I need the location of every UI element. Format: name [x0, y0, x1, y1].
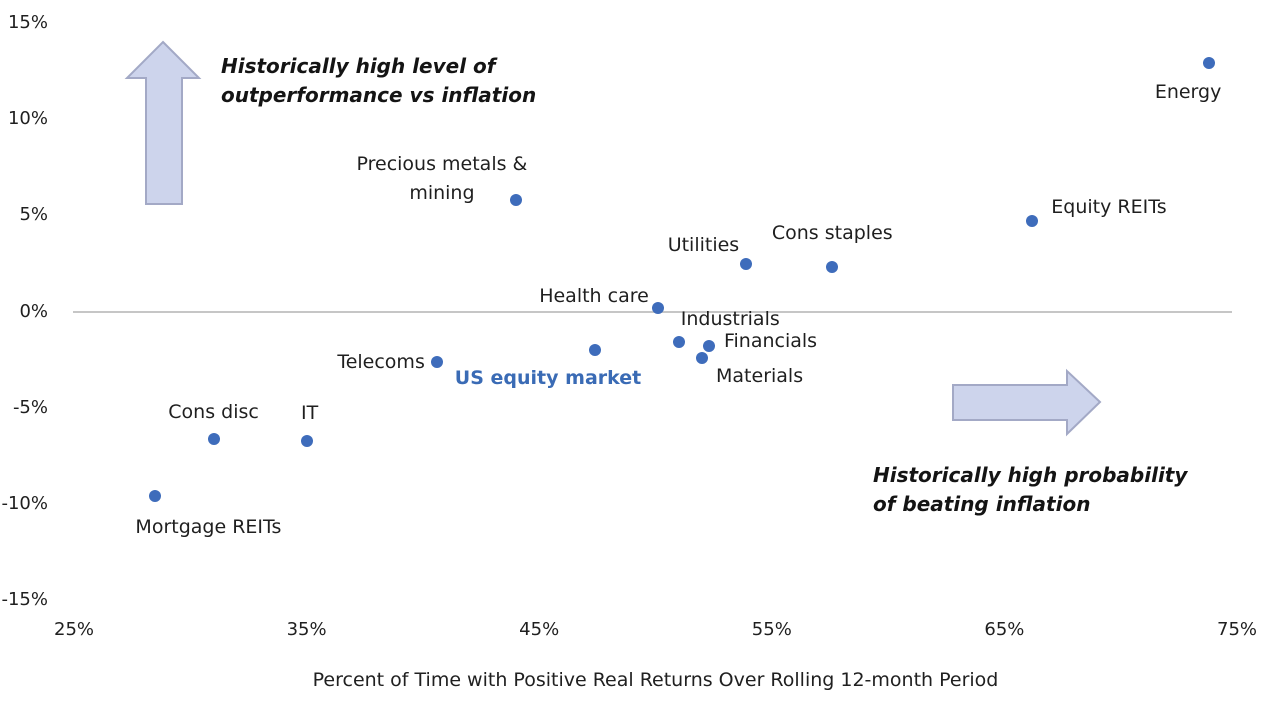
data-point-label: Materials [716, 364, 804, 387]
data-point-dot [696, 351, 709, 364]
y-axis-tick: -15% [1, 589, 48, 611]
y-axis-tick: 5% [19, 204, 48, 226]
data-point-label: US equity market [454, 367, 642, 390]
x-axis-tick: 25% [53, 619, 95, 640]
data-point-label: Cons staples [771, 222, 893, 245]
up-arrow-icon [124, 40, 202, 205]
data-point-dot [207, 432, 220, 445]
x-axis-tick: 65% [984, 619, 1025, 640]
data-point-dot [1026, 215, 1039, 228]
data-point-label: Mortgage REITs [135, 516, 282, 539]
y-axis-tick: 15% [7, 12, 48, 33]
data-point-label: Industrials [680, 308, 780, 331]
data-point-dot [826, 261, 839, 274]
data-point-dot [702, 340, 715, 353]
data-point-label: Health care [539, 284, 649, 307]
annotation-line: Historically high probability [873, 463, 1188, 487]
data-point-dot [651, 301, 664, 314]
y-axis-tick: 10% [7, 108, 48, 130]
y-axis-tick: 0% [19, 300, 48, 322]
x-axis-tick: 45% [519, 619, 560, 640]
x-axis-tick: 75% [1216, 619, 1258, 640]
data-point-dot [1203, 57, 1216, 70]
data-point-label: Utilities [667, 233, 740, 256]
data-point-label: IT [300, 401, 319, 424]
data-point-label: Equity REITs [1051, 196, 1167, 219]
data-point-label: Precious metals & mining [356, 153, 528, 204]
x-axis-tick: 35% [286, 619, 327, 640]
x-axis-title: Percent of Time with Positive Real Retur… [312, 669, 999, 691]
annotation-line: Historically high level of [221, 54, 496, 78]
data-point-dot [509, 194, 522, 206]
y-axis-tick: -10% [1, 493, 48, 514]
data-point-label: Telecoms [337, 350, 425, 373]
right-arrow-icon [952, 368, 1102, 437]
data-point-label: Energy [1154, 81, 1222, 104]
data-point-label: Financials [723, 330, 818, 353]
data-point-dot [300, 434, 313, 447]
data-point-dot [740, 257, 753, 270]
data-point-dot [149, 490, 162, 503]
data-point-label: Cons disc [168, 400, 259, 423]
annotation-line: outperformance vs inflation [221, 83, 537, 107]
y-axis-tick: -5% [12, 396, 48, 418]
annotation-high-probability: Historically high probability of beating… [873, 461, 1187, 519]
data-point-dot [672, 336, 685, 349]
annotation-line: of beating inflation [873, 492, 1091, 516]
data-point-dot [589, 344, 602, 357]
data-point-dot [430, 355, 443, 368]
annotation-high-outperformance: Historically high level of outperformanc… [221, 52, 536, 110]
x-axis-tick: 55% [751, 619, 792, 640]
